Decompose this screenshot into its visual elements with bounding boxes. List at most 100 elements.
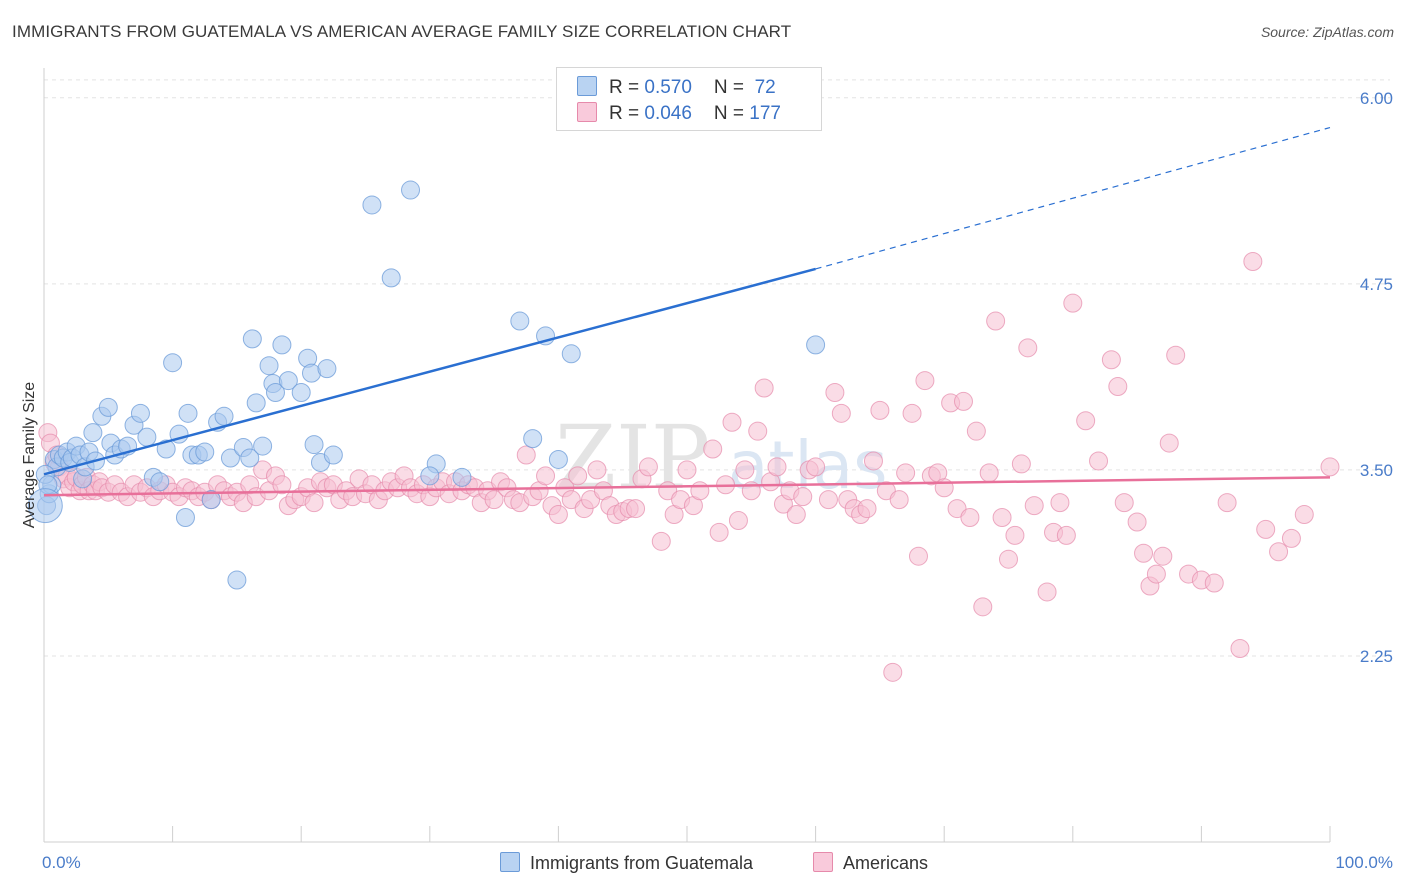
- americans-points: [38, 252, 1340, 682]
- guatemala-point: [175, 508, 195, 528]
- x-tick-labels: 0.0% 100.0%: [42, 853, 1393, 872]
- guatemala-point: [452, 467, 472, 487]
- americans-point: [1269, 542, 1289, 562]
- americans-point: [960, 508, 980, 528]
- guatemala-point: [178, 403, 198, 423]
- americans-point: [1281, 528, 1301, 548]
- americans-point: [677, 460, 697, 480]
- americans-point: [728, 510, 748, 530]
- bottom-legend-label: Americans: [843, 853, 929, 873]
- guatemala-point: [806, 335, 826, 355]
- y-tick-label: 2.25: [1360, 647, 1393, 666]
- americans-point: [883, 662, 903, 682]
- americans-point: [722, 412, 742, 432]
- chart-title: IMMIGRANTS FROM GUATEMALA VS AMERICAN AV…: [12, 22, 792, 41]
- trend-lines: [43, 126, 1331, 497]
- guatemala-point: [246, 393, 266, 413]
- guatemala-point: [323, 445, 343, 465]
- legend-swatch-pink: [577, 102, 597, 122]
- guatemala-point: [291, 382, 311, 402]
- guatemala-point: [510, 311, 530, 331]
- americans-point: [1127, 512, 1147, 532]
- americans-point: [863, 451, 883, 471]
- y-tick-label: 6.00: [1360, 89, 1393, 108]
- americans-point: [966, 421, 986, 441]
- guatemala-point: [220, 448, 240, 468]
- americans-point: [857, 499, 877, 519]
- guatemala-point: [150, 472, 170, 492]
- americans-trend-line: [43, 476, 1331, 497]
- americans-point: [638, 457, 658, 477]
- guatemala-point: [214, 406, 234, 426]
- bottom-legend-label: Immigrants from Guatemala: [530, 853, 754, 873]
- americans-point: [754, 378, 774, 398]
- americans-point: [896, 463, 916, 483]
- americans-point: [1134, 543, 1154, 563]
- americans-point: [304, 493, 324, 513]
- americans-point: [999, 549, 1018, 569]
- americans-point: [536, 466, 556, 486]
- guatemala-point-large: [27, 488, 63, 524]
- americans-point: [1101, 350, 1121, 370]
- guatemala-point: [98, 397, 118, 417]
- americans-point: [1320, 457, 1340, 477]
- americans-point: [986, 311, 1006, 331]
- stats-legend: R = 0.570 N = 72 R = 0.046 N = 177: [556, 67, 822, 131]
- bottom-legend-americans: Americans: [813, 852, 928, 874]
- source-label: Source: ZipAtlas.com: [1260, 24, 1394, 40]
- americans-point: [953, 391, 973, 411]
- axes: [43, 68, 1331, 843]
- americans-point: [1108, 377, 1128, 397]
- americans-point: [1146, 564, 1166, 584]
- americans-point: [1005, 525, 1025, 545]
- americans-point: [1204, 573, 1224, 593]
- legend-r-label: R =: [609, 77, 645, 98]
- guatemala-trend-line: [43, 267, 816, 476]
- americans-point: [568, 466, 588, 486]
- guatemala-point: [163, 353, 183, 373]
- guatemala-point: [253, 436, 273, 456]
- americans-point: [793, 487, 813, 507]
- americans-point: [703, 439, 723, 459]
- guatemala-point: [304, 435, 324, 455]
- americans-point: [1294, 505, 1314, 525]
- americans-point: [1011, 454, 1031, 474]
- americans-point: [651, 531, 671, 551]
- guatemala-point: [420, 466, 440, 486]
- bottom-legend-guatemala: Immigrants from Guatemala: [500, 852, 753, 874]
- americans-point: [626, 499, 646, 519]
- americans-point: [767, 457, 787, 477]
- americans-point: [786, 505, 806, 525]
- y-tick-label: 4.75: [1360, 275, 1393, 294]
- americans-point: [992, 508, 1012, 528]
- legend-n-value: 177: [749, 103, 781, 124]
- americans-point: [272, 475, 292, 495]
- legend-r-value: 0.570: [644, 77, 692, 98]
- legend-row-guatemala: R = 0.570 N = 72: [577, 76, 776, 100]
- americans-point: [831, 403, 851, 423]
- x-tick-label-min: 0.0%: [42, 853, 81, 872]
- guatemala-point: [317, 359, 337, 379]
- y-tick-label: 3.50: [1360, 461, 1393, 480]
- guatemala-point: [240, 448, 260, 468]
- americans-point: [915, 371, 935, 391]
- americans-point: [709, 522, 729, 542]
- americans-point: [1089, 451, 1109, 471]
- guatemala-trend-extension: [815, 126, 1331, 270]
- guatemala-point: [362, 195, 382, 215]
- americans-point: [516, 445, 536, 465]
- guatemala-point: [272, 335, 292, 355]
- americans-point: [1256, 519, 1276, 539]
- guatemala-point: [259, 356, 279, 376]
- americans-point: [870, 400, 890, 420]
- americans-point: [1050, 493, 1070, 513]
- y-axis-label: Average Family Size: [21, 382, 38, 529]
- americans-point: [484, 490, 504, 510]
- americans-point: [818, 490, 838, 510]
- guatemala-point: [401, 180, 421, 200]
- americans-point: [1037, 582, 1057, 602]
- americans-point: [587, 460, 607, 480]
- americans-point: [548, 505, 568, 525]
- guatemala-point: [561, 344, 581, 364]
